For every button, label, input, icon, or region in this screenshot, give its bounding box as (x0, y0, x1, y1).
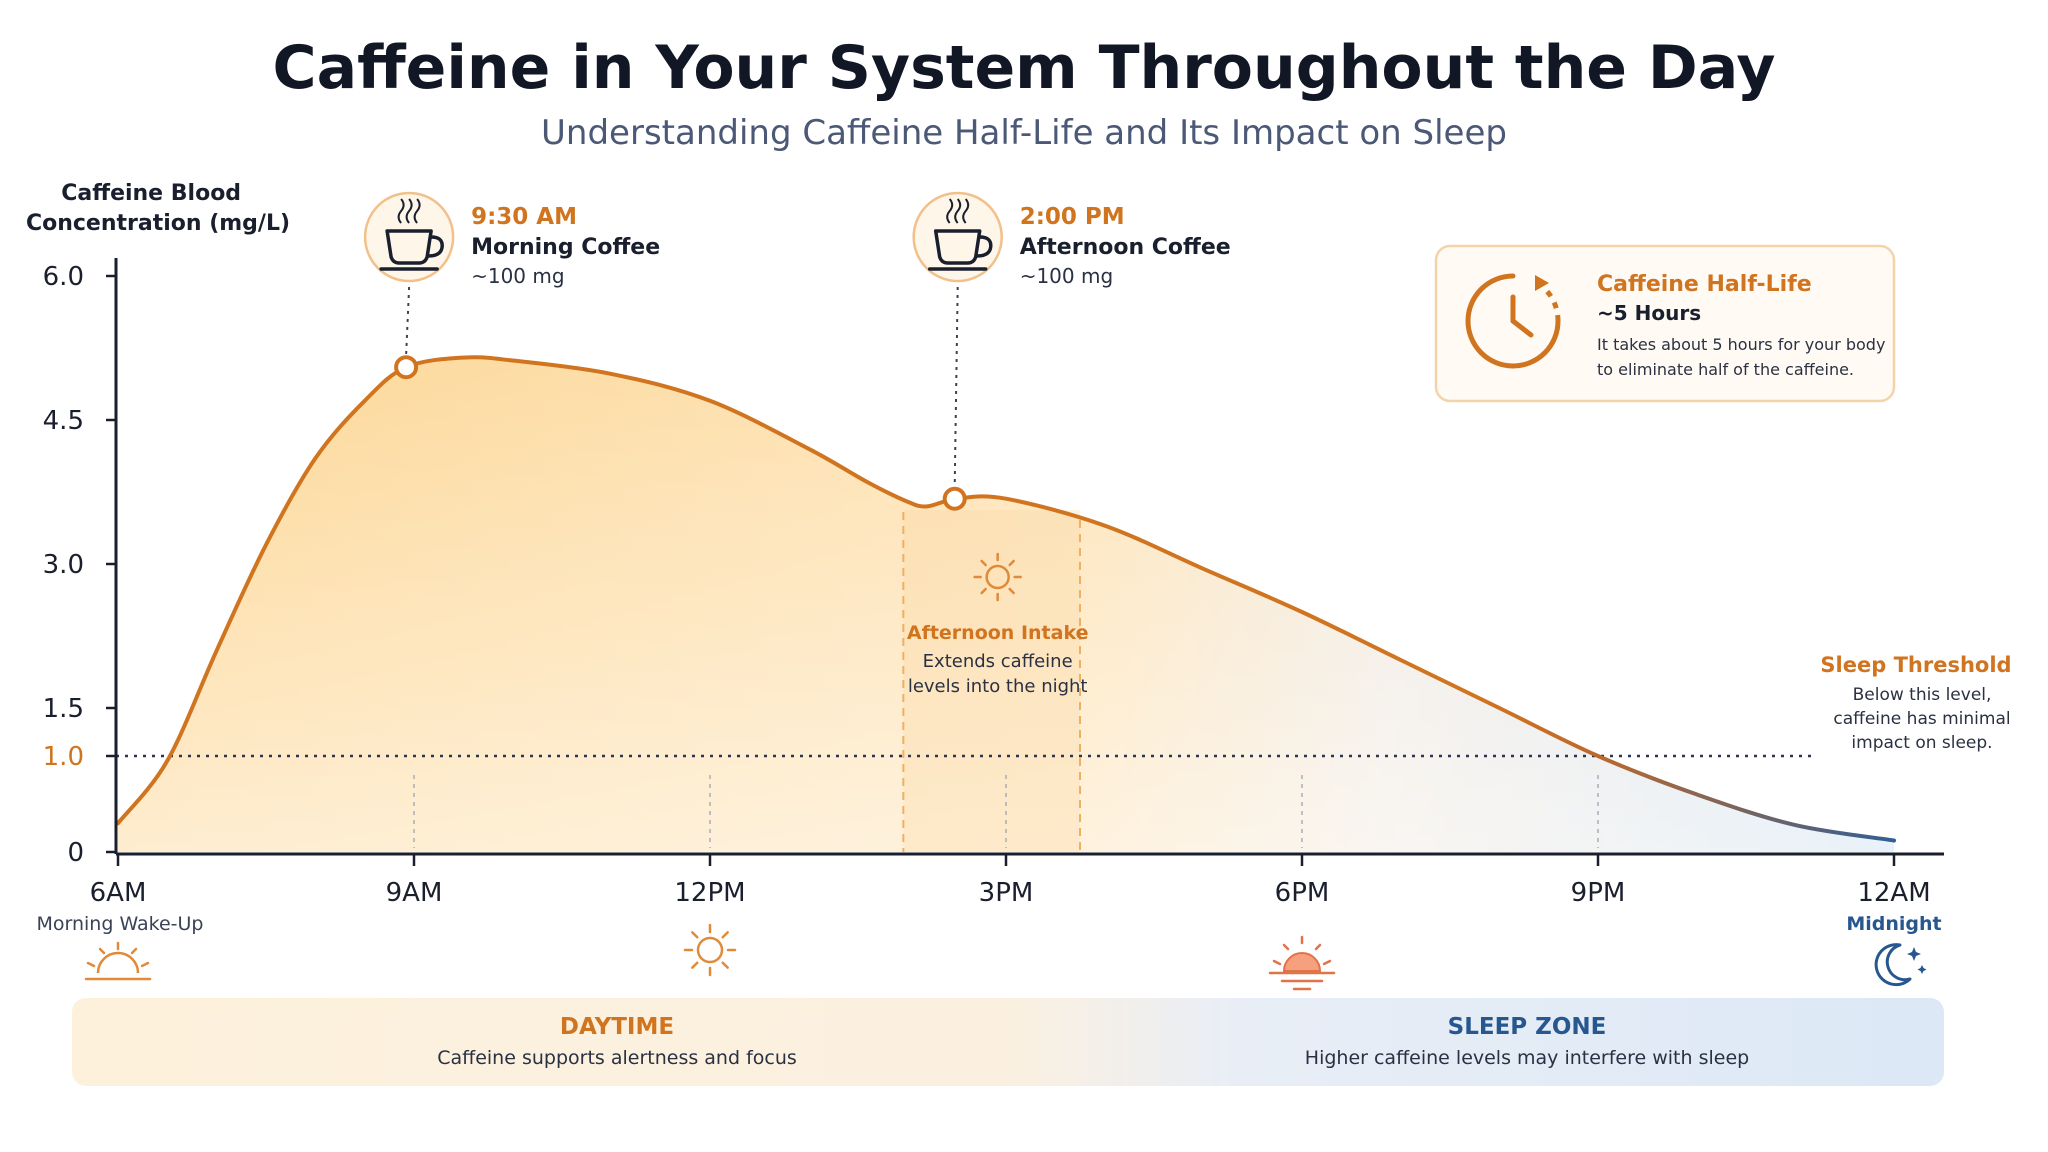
zone-band: DAYTIME Caffeine supports alertness and … (72, 998, 1944, 1086)
afternoon-intake-text-line-1: Extends caffeine (923, 651, 1073, 672)
morning-coffee-leader (405, 286, 411, 356)
afternoon-intake-title: Afternoon Intake (907, 622, 1089, 644)
y-tick-label: 4.5 (43, 406, 84, 436)
morning-coffee-time: 9:30 AM (471, 204, 577, 230)
sun-icon (683, 923, 737, 977)
caffeine-curve-line (116, 355, 1896, 843)
half-life-card: Caffeine Half-Life ~5 Hours It takes abo… (1434, 244, 1896, 403)
sleep-threshold-line-3: impact on sleep. (1851, 733, 1992, 753)
y-tick-label: 1.0 (43, 742, 84, 772)
clock-icon (1465, 273, 1561, 369)
daytime-zone-description: Caffeine supports alertness and focus (437, 1047, 797, 1069)
chart-title: Caffeine in Your System Throughout the D… (273, 33, 1776, 103)
zone-band-background (72, 998, 1944, 1086)
afternoon-coffee-time: 2:00 PM (1020, 204, 1125, 230)
x-tick-sublabel: Midnight (1846, 913, 1941, 935)
y-tick-label: 3.0 (43, 550, 84, 580)
moon-icon (1874, 943, 1927, 987)
y-ticks: 0 1.0 1.5 3.0 4.5 6.0 (43, 262, 116, 868)
afternoon-coffee-callout: 2:00 PM Afternoon Coffee ~100 mg (912, 191, 1231, 511)
half-life-title: Caffeine Half-Life (1597, 272, 1812, 297)
y-axis-label-line-2: Concentration (mg/L) (26, 211, 290, 236)
x-tick-label: 6AM (90, 878, 147, 908)
afternoon-coffee-leader (953, 286, 959, 487)
half-life-text-line-1: It takes about 5 hours for your body (1597, 335, 1885, 354)
x-tick-label: 9AM (386, 878, 443, 908)
x-tick-label: 12PM (674, 878, 745, 908)
x-guide-lines (413, 775, 1599, 848)
afternoon-intake-annotation: Afternoon Intake Extends caffeine levels… (907, 552, 1089, 697)
sleep-zone-title: SLEEP ZONE (1448, 1014, 1607, 1040)
y-tick-label: 0 (67, 838, 84, 868)
y-axis-label-line-1: Caffeine Blood (61, 181, 241, 206)
morning-coffee-label: Morning Coffee (471, 235, 660, 260)
coffee-cup-icon (363, 191, 455, 283)
morning-coffee-dose: ~100 mg (471, 264, 564, 288)
sunrise-icon (84, 941, 152, 981)
morning-coffee-callout: 9:30 AM Morning Coffee ~100 mg (363, 191, 660, 380)
sunset-icon (1268, 935, 1336, 991)
x-tick-label: 3PM (979, 878, 1034, 908)
half-life-text-line-2: to eliminate half of the caffeine. (1597, 360, 1854, 379)
sleep-threshold-title: Sleep Threshold (1820, 653, 2011, 677)
y-tick-label: 6.0 (43, 262, 84, 292)
daytime-zone-title: DAYTIME (560, 1014, 674, 1040)
x-tick-label: 12AM (1857, 878, 1930, 908)
coffee-cup-icon (912, 191, 1003, 283)
y-axis-label: Caffeine Blood Concentration (mg/L) (26, 181, 290, 236)
afternoon-coffee-marker (942, 486, 967, 511)
x-ticks: 6AM Morning Wake-Up 9AM 12PM 3PM 6PM 9PM 12AM Mi… (36, 854, 1942, 991)
y-tick-label: 1.5 (43, 694, 84, 724)
half-life-card-box (1434, 244, 1896, 403)
sleep-threshold-line-1: Below this level, (1853, 685, 1992, 705)
half-life-value: ~5 Hours (1597, 301, 1701, 325)
x-tick-label: 6PM (1275, 878, 1330, 908)
x-tick-sublabel: Morning Wake-Up (36, 913, 203, 935)
chart-subtitle: Understanding Caffeine Half-Life and Its… (541, 113, 1507, 153)
caffeine-area-fade (118, 357, 1894, 852)
afternoon-intake-text-line-2: levels into the night (908, 676, 1088, 697)
sleep-threshold-annotation: Sleep Threshold Below this level, caffei… (1820, 653, 2011, 753)
sleep-threshold-line-2: caffeine has minimal (1833, 709, 2010, 729)
afternoon-coffee-label: Afternoon Coffee (1020, 235, 1231, 260)
x-tick-label: 9PM (1571, 878, 1626, 908)
sleep-zone-description: Higher caffeine levels may interfere wit… (1305, 1047, 1749, 1069)
morning-coffee-marker (394, 355, 419, 380)
sun-icon (973, 552, 1022, 602)
afternoon-coffee-dose: ~100 mg (1020, 264, 1113, 288)
